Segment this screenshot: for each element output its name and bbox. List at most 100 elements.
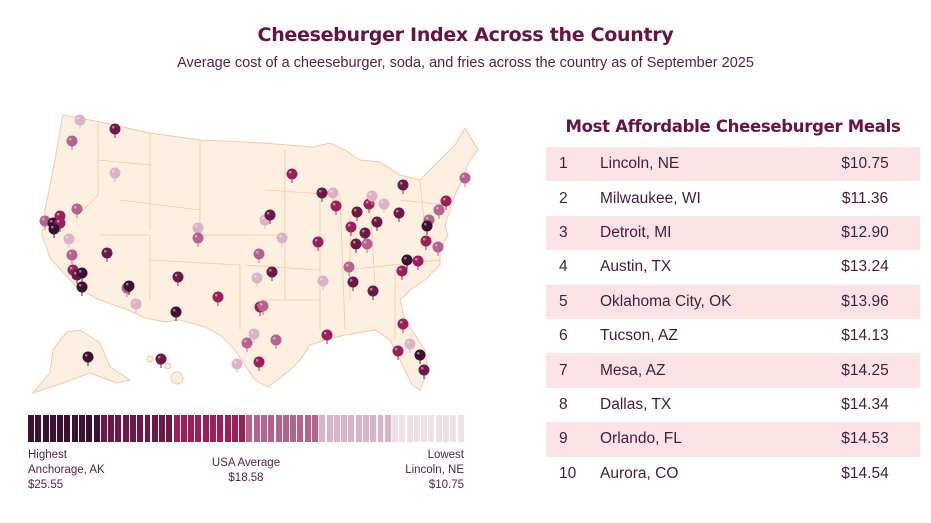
city-cell: Tucson, AZ [600,327,678,345]
city-pin [109,167,121,182]
city-pin [155,353,167,368]
scale-segment [28,415,34,442]
price-cell: $14.54 [841,464,889,482]
state-borders [77,122,446,340]
city-pin [266,266,278,281]
scale-segment [333,415,340,442]
state-border [244,264,321,271]
city-cell: Orlando, FL [600,430,682,448]
rank-cell: 5 [559,292,568,310]
legend-low-value: $10.75 [428,479,464,491]
legend-low-label: Lowest [427,449,464,461]
scale-segment [362,415,369,442]
city-cell: Dallas, TX [600,395,672,413]
scale-segment [304,415,311,442]
price-cell: $12.90 [841,223,889,241]
legend-lowest: Lowest Lincoln, NE $10.75 [364,448,464,493]
legend-average: USA Average $18.58 [196,456,296,486]
city-pin [393,207,405,222]
scale-segment [311,415,318,442]
city-pin [343,261,355,276]
scale-segment [341,415,348,442]
scale-segment [355,415,362,442]
city-pin [130,298,142,313]
scale-segment [129,415,136,442]
scale-segment [195,415,202,442]
scale-segment [86,415,93,442]
city-pin [316,187,328,202]
legend-high-value: $25.55 [28,479,64,491]
scale-segment [246,415,253,442]
city-cell: Mesa, AZ [600,361,666,379]
affordable-meals-table: 1 Lincoln, NE $10.75 2 Milwaukee, WI $11.36 3 D… [546,147,920,491]
city-pin [321,329,333,344]
scale-segment [413,415,420,442]
scale-segment [202,415,209,442]
city-pin [123,280,135,295]
city-pin [270,334,282,349]
table-title: Most Affordable Cheeseburger Meals [565,117,901,136]
city-pin [251,272,263,287]
city-pin [397,318,409,333]
city-cell: Lincoln, NE [600,155,680,173]
city-pin [361,238,373,253]
scale-segment [57,415,64,442]
scale-segment [108,415,115,442]
legend-highest: Highest Anchorage, AK $25.55 [28,448,105,493]
scale-segment [443,415,450,442]
city-pin [378,198,390,213]
scale-segment [253,415,260,442]
legend-high-city: Anchorage, AK [28,464,105,476]
price-cell: $11.36 [841,189,889,207]
city-pin [350,238,362,253]
city-pin [418,364,430,379]
city-pin [432,241,444,256]
city-pin [366,190,378,205]
price-cell: $10.75 [841,155,889,173]
table-row: 4 Austin, TX $13.24 [546,250,920,284]
city-pin [351,206,363,221]
table-row: 5 Oklahoma City, OK $13.96 [546,284,920,319]
scale-segment [49,415,56,442]
state-border [369,199,376,286]
scale-segment [326,415,333,442]
city-pin [66,135,78,150]
scale-segment [290,415,297,442]
city-pin [404,338,416,353]
rank-cell: 6 [559,327,568,345]
scale-segment [151,415,158,442]
city-pin [231,358,243,373]
scale-segment [282,415,289,442]
scale-segment [100,415,107,442]
city-pin [109,123,121,138]
scale-segment [42,415,49,442]
city-pin [257,300,269,315]
city-pin [253,356,265,371]
page-title: Cheeseburger Index Across the Country [257,24,674,46]
scale-segment [348,415,355,442]
state-border [77,122,99,216]
legend-low-city: Lincoln, NE [405,464,464,476]
scale-segment [231,415,238,442]
city-pin [71,203,83,218]
price-cell: $14.25 [841,361,889,379]
scale-segment [166,415,173,442]
city-pin [170,306,182,321]
city-pin [241,337,253,352]
city-pin [276,232,288,247]
state-border [149,259,241,266]
scale-segment [180,415,187,442]
rank-cell: 1 [559,155,568,173]
city-pin [459,172,471,187]
city-pin [101,247,113,262]
city-pin [327,187,339,202]
city-pin [172,271,184,286]
city-pin [420,235,432,250]
city-pin [330,200,342,215]
city-pin [397,179,409,194]
page-subtitle: Average cost of a cheeseburger, soda, an… [177,55,754,71]
scale-segment [122,415,129,442]
scale-segment [275,415,282,442]
scale-segment [71,415,78,442]
scale-segment [159,415,166,442]
